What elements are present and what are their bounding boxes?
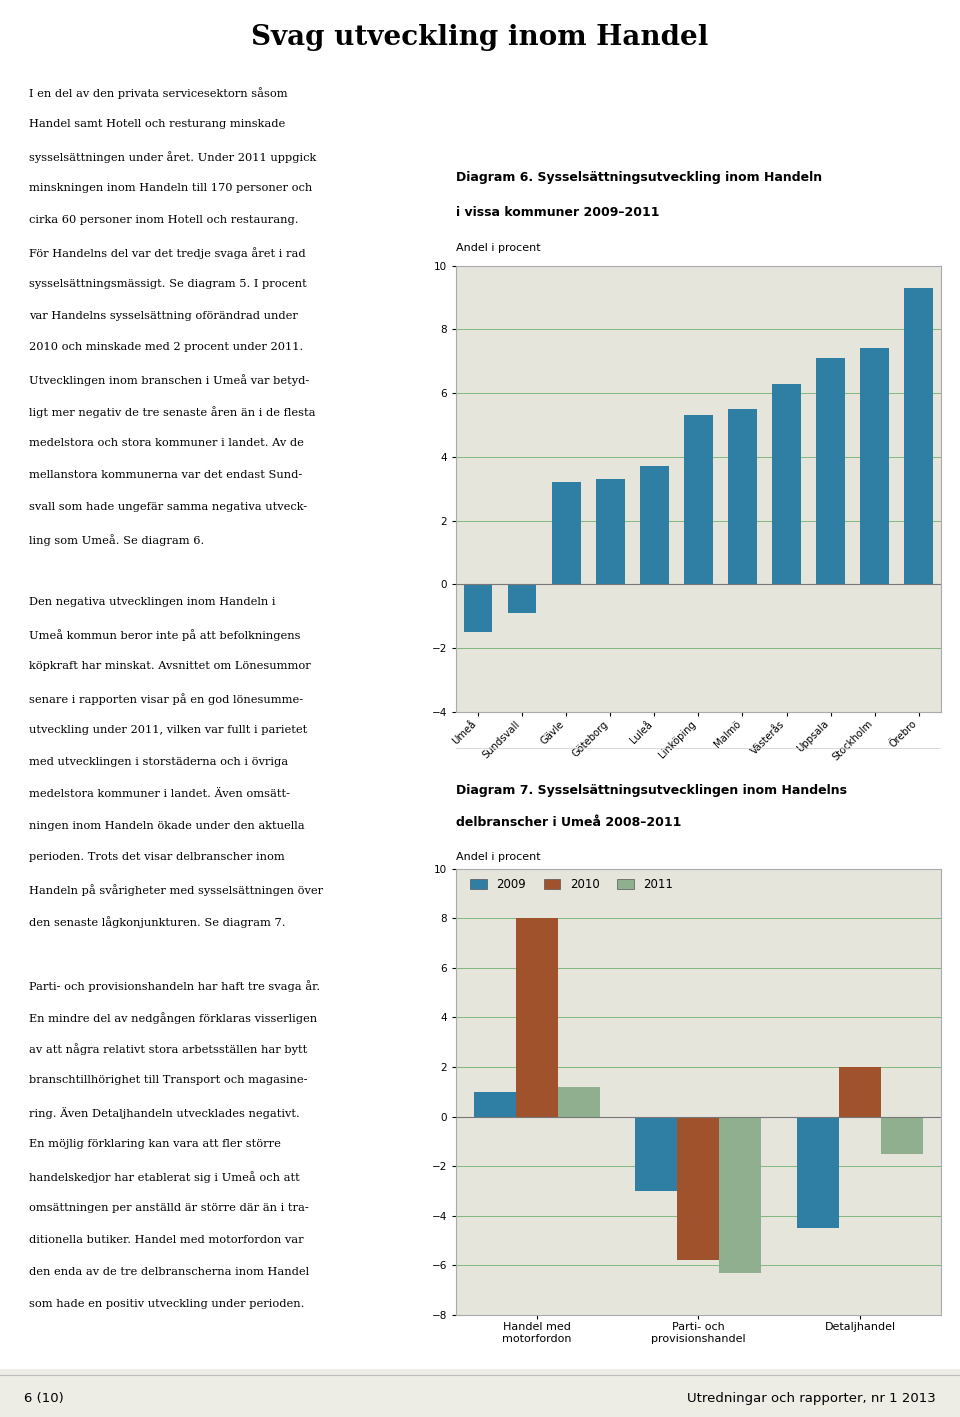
Text: i vissa kommuner 2009–2011: i vissa kommuner 2009–2011 [456, 205, 660, 218]
Text: Diagram 7. Sysselsättningsutvecklingen inom Handelns: Diagram 7. Sysselsättningsutvecklingen i… [456, 785, 847, 798]
Text: En möjlig förklaring kan vara att fler större: En möjlig förklaring kan vara att fler s… [29, 1139, 280, 1149]
Text: Handel samt Hotell och resturang minskade: Handel samt Hotell och resturang minskad… [29, 119, 285, 129]
Bar [474, 1091, 516, 1117]
Bar [684, 415, 712, 584]
Text: köpkraft har minskat. Avsnittet om Lönesummor: köpkraft har minskat. Avsnittet om Lönes… [29, 662, 310, 672]
Text: handelskedjor har etablerat sig i Umeå och att: handelskedjor har etablerat sig i Umeå o… [29, 1170, 300, 1183]
Text: delbranscher i Umeå 2008–2011: delbranscher i Umeå 2008–2011 [456, 816, 682, 829]
Text: ningen inom Handeln ökade under den aktuella: ningen inom Handeln ökade under den aktu… [29, 820, 304, 830]
Bar [860, 349, 889, 584]
Text: Andel i procent: Andel i procent [456, 852, 540, 862]
Bar [640, 466, 669, 584]
Bar [596, 479, 625, 584]
Text: cirka 60 personer inom Hotell och restaurang.: cirka 60 personer inom Hotell och restau… [29, 215, 299, 225]
Text: svall som hade ungefär samma negativa utveck-: svall som hade ungefär samma negativa ut… [29, 502, 307, 512]
Text: den senaste lågkonjunkturen. Se diagram 7.: den senaste lågkonjunkturen. Se diagram … [29, 917, 285, 928]
Bar [772, 384, 801, 584]
Text: Svag utveckling inom Handel: Svag utveckling inom Handel [252, 24, 708, 51]
Bar [464, 584, 492, 632]
Text: minskningen inom Handeln till 170 personer och: minskningen inom Handeln till 170 person… [29, 183, 312, 193]
Bar [636, 1117, 678, 1190]
Text: sysselsättningen under året. Under 2011 uppgick: sysselsättningen under året. Under 2011 … [29, 152, 316, 163]
Text: 2010 och minskade med 2 procent under 2011.: 2010 och minskade med 2 procent under 20… [29, 343, 303, 353]
Text: ditionella butiker. Handel med motorfordon var: ditionella butiker. Handel med motorford… [29, 1234, 303, 1246]
Text: 6 (10): 6 (10) [24, 1391, 63, 1406]
Bar [678, 1117, 719, 1261]
Text: perioden. Trots det visar delbranscher inom: perioden. Trots det visar delbranscher i… [29, 853, 284, 863]
Bar [797, 1117, 839, 1229]
Text: Utredningar och rapporter, nr 1 2013: Utredningar och rapporter, nr 1 2013 [687, 1391, 936, 1406]
Bar [904, 288, 933, 584]
Text: var Handelns sysselsättning oförändrad under: var Handelns sysselsättning oförändrad u… [29, 310, 298, 320]
Text: Andel i procent: Andel i procent [456, 242, 540, 252]
Bar [558, 1087, 600, 1117]
Text: branschtillhörighet till Transport och magasine-: branschtillhörighet till Transport och m… [29, 1076, 307, 1085]
Text: En mindre del av nedgången förklaras visserligen: En mindre del av nedgången förklaras vis… [29, 1012, 317, 1023]
Text: Utvecklingen inom branschen i Umeå var betyd-: Utvecklingen inom branschen i Umeå var b… [29, 374, 309, 387]
Text: utveckling under 2011, vilken var fullt i parietet: utveckling under 2011, vilken var fullt … [29, 726, 307, 735]
Bar [516, 918, 558, 1117]
Text: För Handelns del var det tredje svaga året i rad: För Handelns del var det tredje svaga år… [29, 247, 305, 259]
Text: medelstora och stora kommuner i landet. Av de: medelstora och stora kommuner i landet. … [29, 438, 303, 448]
Text: ligt mer negativ de tre senaste åren än i de flesta: ligt mer negativ de tre senaste åren än … [29, 407, 315, 418]
Bar [552, 482, 581, 584]
Text: omsättningen per anställd är större där än i tra-: omsättningen per anställd är större där … [29, 1203, 308, 1213]
Bar [719, 1117, 761, 1272]
Legend: 2009, 2010, 2011: 2009, 2010, 2011 [467, 874, 677, 894]
Text: senare i rapporten visar på en god lönesumme-: senare i rapporten visar på en god lönes… [29, 693, 303, 704]
Bar [839, 1067, 881, 1117]
Bar [728, 410, 756, 584]
Text: med utvecklingen i storstäderna och i övriga: med utvecklingen i storstäderna och i öv… [29, 757, 288, 767]
Text: Parti- och provisionshandeln har haft tre svaga år.: Parti- och provisionshandeln har haft tr… [29, 981, 320, 992]
Text: som hade en positiv utveckling under perioden.: som hade en positiv utveckling under per… [29, 1298, 304, 1308]
Text: ling som Umeå. Se diagram 6.: ling som Umeå. Se diagram 6. [29, 534, 204, 546]
Text: Umeå kommun beror inte på att befolkningens: Umeå kommun beror inte på att befolkning… [29, 629, 300, 640]
Text: Handeln på svårigheter med sysselsättningen över: Handeln på svårigheter med sysselsättnin… [29, 884, 323, 896]
Text: ring. Även Detaljhandeln utvecklades negativt.: ring. Även Detaljhandeln utvecklades neg… [29, 1107, 300, 1119]
Text: medelstora kommuner i landet. Även omsätt-: medelstora kommuner i landet. Även omsät… [29, 789, 290, 799]
Text: sysselsättningsmässigt. Se diagram 5. I procent: sysselsättningsmässigt. Se diagram 5. I … [29, 279, 306, 289]
Text: mellanstora kommunerna var det endast Sund-: mellanstora kommunerna var det endast Su… [29, 470, 302, 480]
Bar [508, 584, 537, 614]
Text: av att några relativt stora arbetsställen har bytt: av att några relativt stora arbetsställe… [29, 1043, 307, 1056]
Text: den enda av de tre delbranscherna inom Handel: den enda av de tre delbranscherna inom H… [29, 1267, 309, 1277]
Text: Diagram 6. Sysselsättningsutveckling inom Handeln: Diagram 6. Sysselsättningsutveckling ino… [456, 171, 822, 184]
Bar [881, 1117, 923, 1153]
Text: Den negativa utvecklingen inom Handeln i: Den negativa utvecklingen inom Handeln i [29, 598, 276, 608]
Text: I en del av den privata servicesektorn såsom: I en del av den privata servicesektorn s… [29, 88, 287, 99]
Bar [816, 359, 845, 584]
